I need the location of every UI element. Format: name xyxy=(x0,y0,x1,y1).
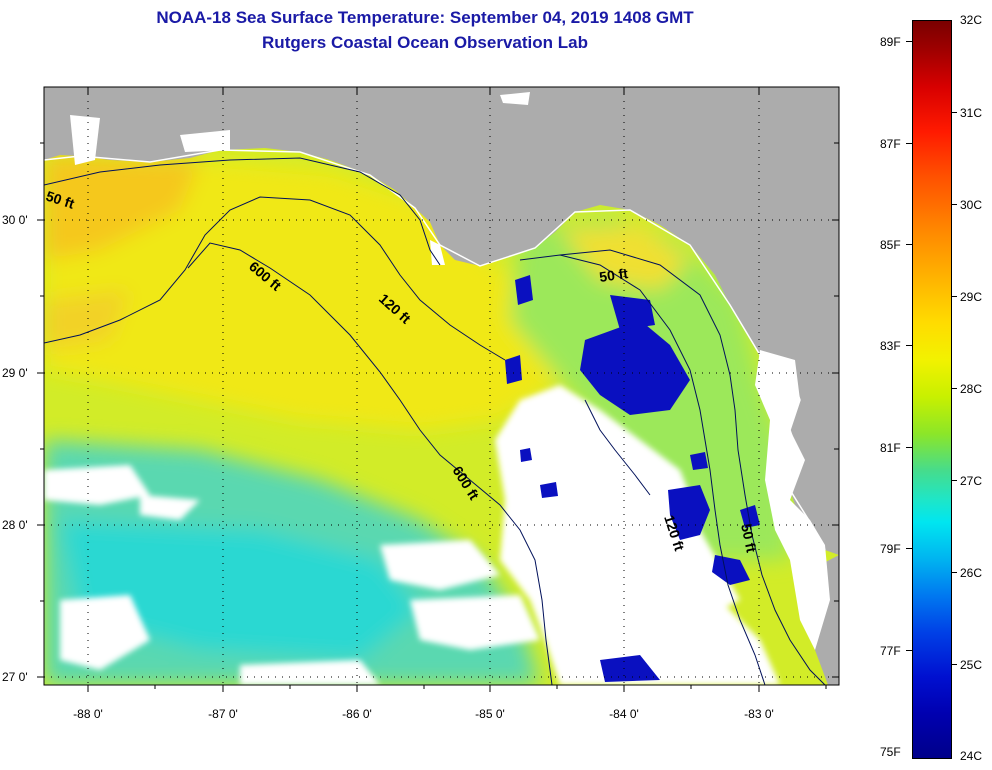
nearshore-no-data xyxy=(70,92,830,650)
cloud-mask xyxy=(44,385,780,685)
isobath-50ft-west xyxy=(44,157,441,266)
map-subtitle: Rutgers Coastal Ocean Observation Lab xyxy=(262,33,588,52)
colorbar-tick-c xyxy=(951,480,957,481)
longitude-label: -83 0' xyxy=(744,707,774,721)
isobath-600ft xyxy=(187,242,553,685)
colorbar-label-celsius: 30C xyxy=(960,198,983,212)
isobath-120ft-east xyxy=(519,254,766,685)
latitude-label: 29 0' xyxy=(2,366,28,380)
colorbar-label-fahrenheit: 89F xyxy=(880,35,901,49)
latitude-label: 30 0' xyxy=(2,213,28,227)
temperature-colorbar xyxy=(912,20,952,759)
warm-shelf-water xyxy=(44,160,560,430)
colorbar-label-fahrenheit: 77F xyxy=(880,644,901,658)
isobath-120ft-west xyxy=(44,196,506,361)
longitude-label: -87 0' xyxy=(208,707,238,721)
colorbar-label-fahrenheit: 85F xyxy=(880,238,901,252)
nearshore-warm-water xyxy=(44,155,200,260)
longitude-label: -84 0' xyxy=(609,707,639,721)
colorbar-label-celsius: 31C xyxy=(960,106,983,120)
colorbar-label-fahrenheit: 83F xyxy=(880,339,901,353)
colorbar-label-fahrenheit: 87F xyxy=(880,137,901,151)
colorbar-tick-c xyxy=(951,112,957,113)
longitude-label: -88 0' xyxy=(73,707,103,721)
colorbar-label-celsius: 24C xyxy=(960,749,983,763)
cool-core-south xyxy=(60,520,420,660)
colorbar-label-fahrenheit: 79F xyxy=(880,542,901,556)
map-title: NOAA-18 Sea Surface Temperature: Septemb… xyxy=(156,8,694,27)
upwelling-patches xyxy=(505,275,760,682)
isobath-channel xyxy=(584,399,651,496)
contour-label-50ft-bigbend: 50 ft xyxy=(598,265,629,285)
colorbar-tick-c xyxy=(951,388,957,389)
colorbar-label-celsius: 27C xyxy=(960,474,983,488)
longitude-label: -85 0' xyxy=(475,707,505,721)
colorbar-label-celsius: 25C xyxy=(960,658,983,672)
colorbar-tick-f xyxy=(906,143,912,144)
colorbar-label-fahrenheit: 75F xyxy=(880,745,901,759)
colorbar-tick-f xyxy=(906,650,912,651)
colorbar-tick-c xyxy=(951,572,957,573)
colorbar-label-celsius: 28C xyxy=(960,382,983,396)
colorbar-tick-c xyxy=(951,664,957,665)
colorbar-label-celsius: 32C xyxy=(960,13,983,27)
longitude-label: -86 0' xyxy=(342,707,372,721)
latitude-label: 27 0' xyxy=(2,670,28,684)
bigbend-warm-water xyxy=(560,225,690,290)
isobath-50ft-east xyxy=(559,249,826,685)
frame-ticks xyxy=(37,87,839,692)
colorbar-label-fahrenheit: 81F xyxy=(880,441,901,455)
latitude-label: 28 0' xyxy=(2,518,28,532)
shoreline xyxy=(44,149,826,551)
colorbar-tick-f xyxy=(906,345,912,346)
colorbar-label-celsius: 26C xyxy=(960,566,983,580)
colorbar-tick-c xyxy=(951,204,957,205)
colorbar-tick-c xyxy=(951,296,957,297)
colorbar-tick-f xyxy=(906,447,912,448)
colorbar-tick-f xyxy=(906,41,912,42)
warm-patch-west xyxy=(44,290,130,350)
colorbar-tick-f xyxy=(906,244,912,245)
colorbar-label-celsius: 29C xyxy=(960,290,983,304)
contour-label-50ft-east: 50 ft xyxy=(738,522,760,554)
map-frame xyxy=(43,86,840,686)
colorbar-tick-f xyxy=(906,548,912,549)
coastline-land xyxy=(44,87,839,555)
